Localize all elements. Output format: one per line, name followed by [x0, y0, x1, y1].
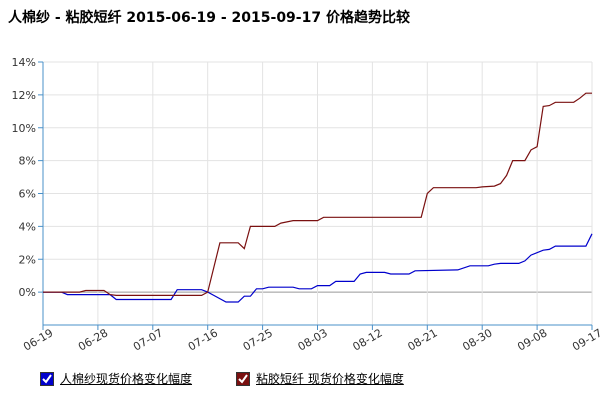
y-tick-label: 10% — [12, 122, 36, 135]
series-lines — [43, 92, 593, 303]
checkbox-icon[interactable] — [40, 371, 54, 386]
y-tick-label: 0% — [19, 286, 36, 299]
y-tick-label: 8% — [19, 155, 36, 168]
y-tick-label: 14% — [12, 56, 36, 69]
x-tick-label: 08-30 — [460, 326, 494, 353]
legend-label[interactable]: 人棉纱现货价格变化幅度 — [60, 372, 193, 386]
y-tick-label: 12% — [12, 89, 36, 102]
legend-item-renmiansha[interactable]: 人棉纱现货价格变化幅度 — [40, 370, 192, 387]
series-line-1 — [43, 92, 592, 296]
y-tick-label: 4% — [19, 220, 36, 233]
x-tick-label: 07-25 — [241, 326, 275, 353]
x-tick-label: 07-16 — [186, 326, 220, 353]
y-tick-labels: 0% 2% 4% 6% 8% 10% 12% 14% — [12, 56, 36, 299]
x-tick-label: 08-12 — [351, 326, 385, 353]
x-tick-label: 08-21 — [405, 326, 439, 353]
x-tick-label: 07-07 — [131, 326, 165, 353]
series-line-0 — [43, 233, 593, 303]
x-tick-label: 06-19 — [21, 326, 55, 353]
x-tick-labels: 06-19 06-28 07-07 07-16 07-25 08-03 08-12 08-21… — [21, 326, 604, 353]
axes — [38, 61, 593, 330]
x-tick-label: 09-08 — [515, 326, 549, 353]
legend-label[interactable]: 粘胶短纤 现货价格变化幅度 — [256, 372, 404, 386]
chart-title: 人棉纱 - 粘胶短纤 2015-06-19 - 2015-09-17 价格趋势比… — [8, 10, 410, 26]
checkbox-icon[interactable] — [236, 371, 250, 386]
x-tick-label: 09-17 — [570, 326, 604, 353]
y-tick-label: 2% — [19, 253, 36, 266]
legend: 人棉纱现货价格变化幅度 粘胶短纤 现货价格变化幅度 — [0, 370, 612, 392]
y-tick-label: 6% — [19, 188, 36, 201]
x-tick-label: 08-03 — [296, 326, 330, 353]
legend-item-zhanjiao[interactable]: 粘胶短纤 现货价格变化幅度 — [236, 370, 404, 387]
grid — [43, 61, 593, 325]
x-tick-label: 06-28 — [76, 326, 110, 353]
